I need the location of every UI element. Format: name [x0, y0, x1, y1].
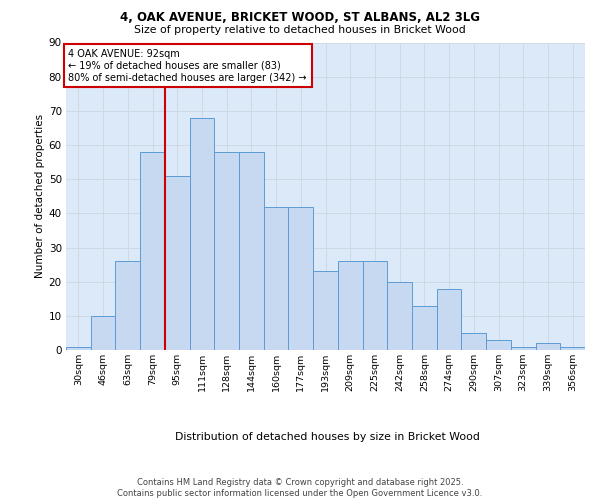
Bar [66, 346, 91, 350]
Text: Size of property relative to detached houses in Bricket Wood: Size of property relative to detached ho… [134, 25, 466, 35]
Bar [239, 152, 264, 350]
Bar [264, 206, 289, 350]
Bar [165, 176, 190, 350]
Text: 4, OAK AVENUE, BRICKET WOOD, ST ALBANS, AL2 3LG: 4, OAK AVENUE, BRICKET WOOD, ST ALBANS, … [120, 11, 480, 24]
Bar [536, 343, 560, 350]
Bar [560, 346, 585, 350]
Bar [190, 118, 214, 350]
Bar [437, 288, 461, 350]
Bar [511, 346, 536, 350]
Bar [115, 261, 140, 350]
Bar [461, 333, 486, 350]
Bar [412, 306, 437, 350]
Bar [214, 152, 239, 350]
Bar [313, 272, 338, 350]
Text: 4 OAK AVENUE: 92sqm
← 19% of detached houses are smaller (83)
80% of semi-detach: 4 OAK AVENUE: 92sqm ← 19% of detached ho… [68, 50, 307, 82]
Y-axis label: Number of detached properties: Number of detached properties [35, 114, 44, 278]
Text: Contains HM Land Registry data © Crown copyright and database right 2025.
Contai: Contains HM Land Registry data © Crown c… [118, 478, 482, 498]
Bar [338, 261, 362, 350]
Bar [362, 261, 387, 350]
Bar [140, 152, 165, 350]
Text: Distribution of detached houses by size in Bricket Wood: Distribution of detached houses by size … [175, 432, 479, 442]
Bar [91, 316, 115, 350]
Bar [387, 282, 412, 350]
Bar [486, 340, 511, 350]
Bar [289, 206, 313, 350]
